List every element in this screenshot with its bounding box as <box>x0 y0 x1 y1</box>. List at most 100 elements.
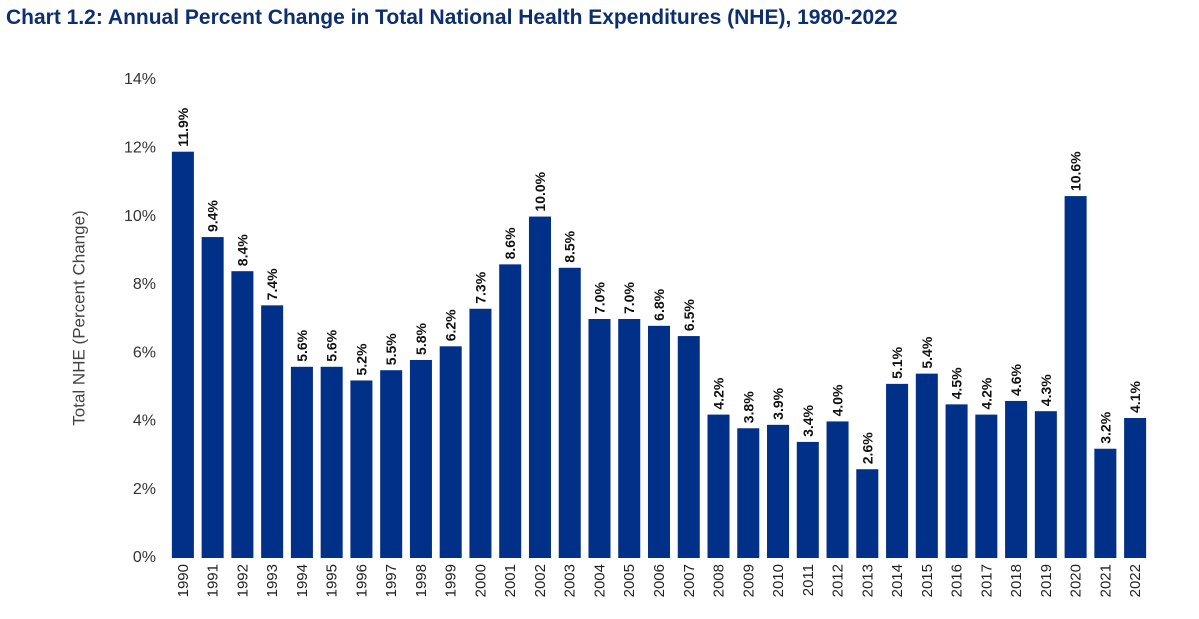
bar-2019 <box>1034 411 1057 558</box>
data-label-2022: 4.1% <box>1127 381 1143 413</box>
bar-2018 <box>1005 400 1028 558</box>
data-label-2003: 8.5% <box>562 230 578 262</box>
x-tick-label-1997: 1997 <box>383 564 400 597</box>
data-label-1996: 5.2% <box>353 343 369 375</box>
x-tick-label-2007: 2007 <box>681 564 698 597</box>
bar-2021 <box>1094 448 1117 558</box>
bars <box>171 151 1147 558</box>
x-tick-label-2010: 2010 <box>770 564 787 597</box>
x-tick-label-2005: 2005 <box>621 564 638 597</box>
x-tick-label-1992: 1992 <box>234 564 251 597</box>
data-label-2012: 4.0% <box>830 384 846 416</box>
data-label-2001: 8.6% <box>502 227 518 259</box>
data-label-2002: 10.0% <box>532 171 548 211</box>
x-tick-label-2009: 2009 <box>740 564 757 597</box>
bar-1993 <box>261 305 284 558</box>
x-tick-label-2021: 2021 <box>1097 564 1114 597</box>
bar-2007 <box>677 336 700 558</box>
data-label-2018: 4.6% <box>1008 363 1024 395</box>
data-label-1999: 6.2% <box>443 309 459 341</box>
y-tick-label: 6% <box>133 344 156 361</box>
bar-2020 <box>1064 196 1087 558</box>
data-label-2010: 3.9% <box>770 387 786 419</box>
bar-2017 <box>975 414 998 558</box>
bar-2016 <box>945 404 968 558</box>
x-tick-label-2017: 2017 <box>978 564 995 597</box>
data-label-2004: 7.0% <box>591 282 607 314</box>
y-axis-title-group: Total NHE (Percent Change) <box>69 210 88 425</box>
data-labels: 11.9% 9.4% 8.4% 7.4% 5.6% 5.6% 5.2% 5.5% 5.8% 6.2… <box>175 107 1143 464</box>
y-tick-label: 8% <box>133 276 156 293</box>
data-label-2020: 10.6% <box>1068 151 1084 191</box>
data-label-2011: 3.4% <box>800 404 816 436</box>
bar-2015 <box>915 373 938 558</box>
x-tick-label-1990: 1990 <box>175 564 192 597</box>
data-label-2000: 7.3% <box>472 271 488 303</box>
x-tick-label-2011: 2011 <box>800 564 817 596</box>
x-tick-label-2004: 2004 <box>591 564 608 597</box>
bar-2001 <box>499 264 522 558</box>
chart-title: Chart 1.2: Annual Percent Change in Tota… <box>6 6 898 29</box>
bar-2022 <box>1124 418 1147 558</box>
x-tick-label-1998: 1998 <box>413 564 430 597</box>
bar-1997 <box>380 370 403 558</box>
x-tick-label-2022: 2022 <box>1127 564 1144 597</box>
y-tick-label: 14% <box>124 71 156 88</box>
x-tick-label-2001: 2001 <box>502 564 519 597</box>
x-tick-label-1991: 1991 <box>205 564 222 597</box>
x-tick-label-2003: 2003 <box>562 564 579 597</box>
x-tick-label-2000: 2000 <box>472 564 489 597</box>
x-tick-label-2018: 2018 <box>1008 564 1025 597</box>
bar-2010 <box>767 424 790 558</box>
x-tick-label-2006: 2006 <box>651 564 668 597</box>
data-label-2015: 5.4% <box>919 336 935 368</box>
x-tick-label-1996: 1996 <box>353 564 370 597</box>
bar-1998 <box>409 359 432 558</box>
x-tick-label-2016: 2016 <box>949 564 966 597</box>
y-tick-label: 4% <box>133 413 156 430</box>
data-label-1994: 5.6% <box>294 329 310 361</box>
bar-2003 <box>558 267 581 558</box>
x-tick-label-1999: 1999 <box>443 564 460 597</box>
x-tick-label-2008: 2008 <box>711 564 728 597</box>
y-axis-title: Total NHE (Percent Change) <box>69 210 88 425</box>
data-label-1990: 11.9% <box>175 107 191 146</box>
y-tick-label: 2% <box>133 481 156 498</box>
bar-1990 <box>171 151 194 558</box>
data-label-2016: 4.5% <box>949 367 965 399</box>
bar-2011 <box>796 441 819 558</box>
bar-1992 <box>231 271 254 558</box>
data-label-1997: 5.5% <box>383 333 399 365</box>
bar-2002 <box>528 216 551 558</box>
data-label-2007: 6.5% <box>681 299 697 331</box>
bar-1995 <box>320 366 343 558</box>
bar-2005 <box>618 319 641 558</box>
x-tick-label-2019: 2019 <box>1038 564 1055 597</box>
y-axis-ticks: 0% 2% 4% 6% 8% 10% 12% 14% <box>124 71 156 566</box>
bar-1996 <box>350 380 373 558</box>
bar-2006 <box>647 325 671 558</box>
data-label-1991: 9.4% <box>205 200 221 232</box>
bar-1999 <box>439 346 462 558</box>
data-label-2009: 3.8% <box>740 391 756 423</box>
data-label-1998: 5.8% <box>413 323 429 355</box>
x-tick-label-1993: 1993 <box>264 564 281 597</box>
data-label-1993: 7.4% <box>264 268 280 300</box>
data-label-2005: 7.0% <box>621 282 637 314</box>
data-label-2014: 5.1% <box>889 346 905 378</box>
x-tick-label-2014: 2014 <box>889 564 906 597</box>
bar-2008 <box>707 414 730 558</box>
x-tick-label-2015: 2015 <box>919 564 936 597</box>
bar-2014 <box>886 383 909 558</box>
bar-1991 <box>201 237 224 558</box>
x-tick-label-2013: 2013 <box>859 564 876 597</box>
data-label-2006: 6.8% <box>651 288 667 320</box>
bar-2004 <box>588 319 611 558</box>
data-label-1995: 5.6% <box>324 329 340 361</box>
y-tick-label: 10% <box>124 208 156 225</box>
bar-2000 <box>469 308 492 558</box>
bar-1994 <box>290 366 313 558</box>
x-tick-label-1995: 1995 <box>324 564 341 597</box>
x-axis-ticks: 1990 1991 1992 1993 1994 1995 1996 1997 1998 1999… <box>175 564 1144 597</box>
